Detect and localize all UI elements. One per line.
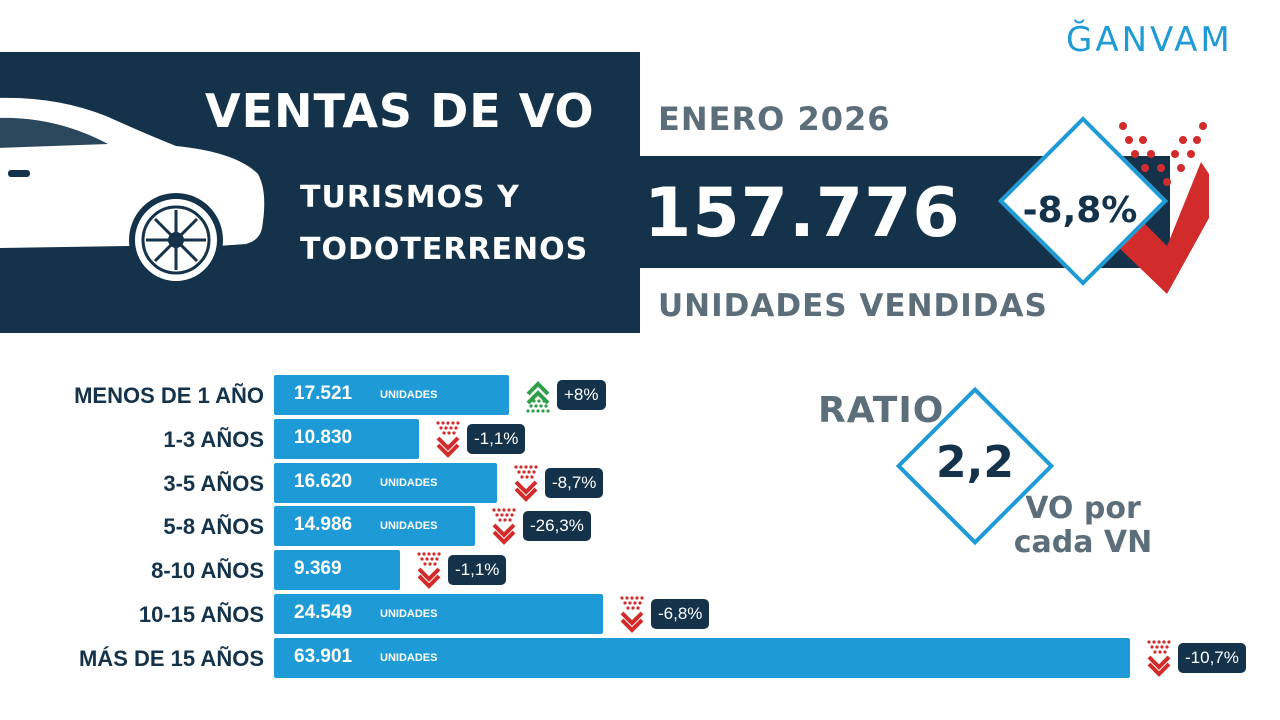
bar: 9.369	[274, 550, 400, 591]
units-sold-label: UNIDADES VENDIDAS	[658, 288, 1048, 324]
vehicle-segment: TURISMOS Y TODOTERRENOS	[300, 172, 620, 276]
ratio-caption: VO por cada VN	[1010, 492, 1156, 560]
category-label: 1-3 AÑOS	[163, 426, 264, 452]
category-label: 3-5 AÑOS	[163, 470, 264, 496]
bar-value-label: 9.369	[294, 558, 342, 580]
page-title: VENTAS DE VO	[205, 84, 595, 138]
ratio-value: 2,2	[936, 437, 1014, 488]
ratio-caption-line-1: VO por	[1025, 491, 1141, 526]
bar: 16.620 UNIDADES	[274, 462, 497, 503]
bar: 17.521 UNIDADES	[274, 375, 509, 415]
category-label: 5-8 AÑOS	[163, 514, 264, 540]
change-badge: +8%	[557, 380, 606, 410]
category-label: 8-10 AÑOS	[151, 558, 264, 584]
bar-unit-label: UNIDADES	[380, 520, 438, 533]
change-badge: -6,8%	[651, 599, 710, 629]
period-label: ENERO 2026	[658, 100, 891, 138]
bar-value-label: 63.901	[294, 645, 353, 667]
bar-unit-label: UNIDADES	[380, 651, 438, 664]
category-label: 10-15 AÑOS	[138, 602, 264, 627]
bar-unit-label: UNIDADES	[380, 476, 438, 489]
change-badge: -26,3%	[523, 511, 591, 542]
change-badge: -1,1%	[467, 423, 526, 454]
bar: 24.549 UNIDADES	[274, 594, 603, 634]
ratio-caption-line-2: cada VN	[1013, 525, 1153, 560]
bar: 14.986 UNIDADES	[274, 506, 475, 547]
down-chevron-icon	[1146, 639, 1172, 681]
down-trend-check-icon	[1111, 122, 1209, 294]
bar-value-label: 16.620	[294, 470, 353, 492]
bar: 10.830	[274, 418, 419, 459]
down-chevron-icon	[491, 507, 517, 549]
bar-unit-label: UNIDADES	[380, 608, 438, 620]
category-label: MÁS DE 15 AÑOS	[78, 645, 264, 671]
category-label: MENOS DE 1 AÑO	[74, 383, 264, 408]
change-badge: -1,1%	[448, 555, 507, 586]
down-chevron-icon	[416, 551, 442, 593]
bar-value-label: 14.986	[294, 514, 353, 536]
segment-line-1: TURISMOS Y	[300, 180, 520, 215]
down-chevron-icon	[513, 464, 539, 506]
bar-value-label: 17.521	[294, 383, 353, 404]
change-badge: -10,7%	[1178, 642, 1246, 673]
total-change-value: -8,8%	[1022, 190, 1138, 231]
down-chevron-icon	[435, 420, 461, 462]
up-chevron-icon	[525, 376, 551, 418]
down-chevron-icon	[619, 595, 645, 637]
bar: 63.901 UNIDADES	[274, 637, 1130, 678]
change-badge: -8,7%	[545, 467, 604, 498]
segment-line-2: TODOTERRENOS	[300, 232, 589, 267]
total-units: 157.776	[644, 174, 961, 253]
bar-value-label: 24.549	[294, 602, 353, 623]
ratio-label: RATIO	[818, 390, 945, 431]
bar-value-label: 10.830	[294, 426, 353, 448]
car-icon	[0, 97, 265, 287]
bar-unit-label: UNIDADES	[380, 389, 438, 401]
ganvam-logo: ĞANVAM	[1066, 20, 1233, 60]
